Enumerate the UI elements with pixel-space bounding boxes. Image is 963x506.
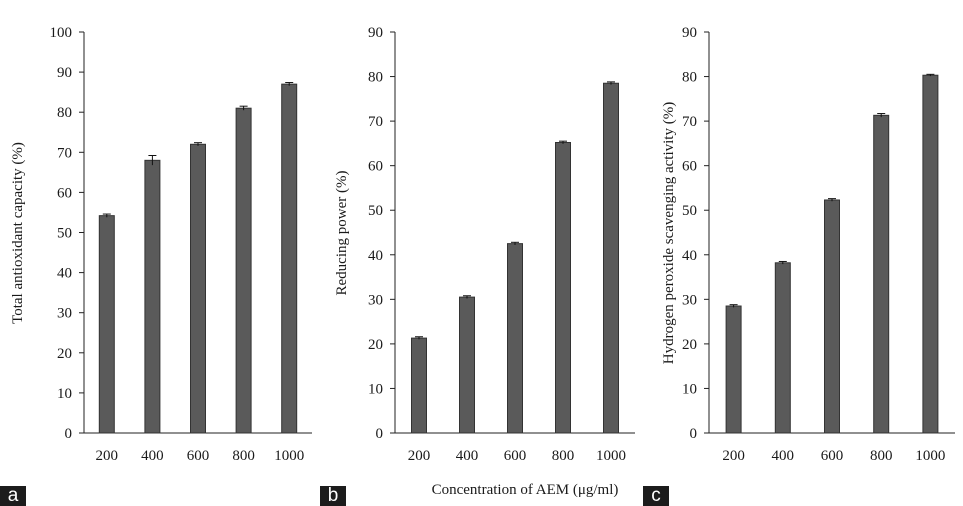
bar <box>555 141 571 434</box>
panel-b: 0 10 20 30 40 50 60 70 80 90 200 400 600 800 1000 Reduc… <box>320 0 643 506</box>
panel-letter-b: b <box>320 486 346 506</box>
x-tick-label: 800 <box>232 448 255 464</box>
y-tick-label: 50 <box>57 226 72 242</box>
y-tick-label: 10 <box>368 381 383 397</box>
x-tick-label: 600 <box>187 448 210 464</box>
bar <box>235 107 252 434</box>
y-tick-label: 70 <box>57 145 72 161</box>
y-tick-label: 60 <box>368 159 383 175</box>
y-tick-label: 90 <box>682 25 697 41</box>
chart-c: 0 10 20 30 40 50 60 70 80 90 200 400 600 800 1000 Hydro… <box>661 25 955 464</box>
bar <box>144 159 161 434</box>
bar <box>281 83 298 434</box>
panel-c: 0 10 20 30 40 50 60 70 80 90 200 400 600 800 1000 Hydro… <box>643 0 963 506</box>
bar <box>774 262 791 434</box>
chart-b: 0 10 20 30 40 50 60 70 80 90 200 400 600 800 1000 Reduc… <box>334 25 635 464</box>
bar <box>824 199 840 434</box>
y-axis-label: Total antioxidant capacity (%) <box>10 142 26 324</box>
y-tick-label: 10 <box>57 386 72 402</box>
bar <box>459 296 475 434</box>
y-tick-label: 80 <box>368 70 383 86</box>
y-tick-label: 0 <box>65 426 73 442</box>
y-tick-label: 70 <box>368 114 383 130</box>
y-tick-label: 100 <box>50 25 73 41</box>
y-tick-label: 30 <box>368 292 383 308</box>
x-tick-label: 1000 <box>915 448 945 464</box>
y-tick-label: 80 <box>682 70 697 86</box>
x-tick-label: 200 <box>722 448 745 464</box>
y-tick-label: 20 <box>682 337 697 353</box>
x-tick-label: 400 <box>141 448 164 464</box>
x-tick-label: 400 <box>772 448 795 464</box>
y-tick-label: 50 <box>682 203 697 219</box>
y-tick-label: 50 <box>368 203 383 219</box>
y-tick-label: 30 <box>682 292 697 308</box>
x-tick-label: 1000 <box>274 448 304 464</box>
y-tick-label: 0 <box>376 426 384 442</box>
x-tick-label: 200 <box>408 448 431 464</box>
y-tick-label: 20 <box>57 346 72 362</box>
bar <box>411 337 427 434</box>
y-axis-label: Reducing power (%) <box>334 171 350 296</box>
y-tick-label: 40 <box>682 248 697 264</box>
x-tick-label: 600 <box>821 448 844 464</box>
x-tick-label: 800 <box>552 448 575 464</box>
y-tick-label: 90 <box>368 25 383 41</box>
y-tick-label: 40 <box>368 248 383 264</box>
y-tick-label: 20 <box>368 337 383 353</box>
x-tick-label: 200 <box>96 448 119 464</box>
y-tick-label: 10 <box>682 381 697 397</box>
bar <box>873 114 890 434</box>
x-tick-label: 400 <box>456 448 479 464</box>
y-tick-label: 0 <box>690 426 698 442</box>
y-tick-label: 80 <box>57 105 72 121</box>
panel-letter-a: a <box>0 486 26 506</box>
y-tick-label: 70 <box>682 114 697 130</box>
panel-a: 0 10 20 30 40 50 60 70 80 90 100 200 400 600 800 1000 To… <box>0 0 320 506</box>
y-tick-label: 60 <box>57 185 72 201</box>
bar <box>922 74 939 434</box>
chart-a: 0 10 20 30 40 50 60 70 80 90 100 200 400 600 800 1000 To… <box>10 25 312 464</box>
bar <box>603 82 619 434</box>
panel-letter-c: c <box>643 486 669 506</box>
y-tick-label: 30 <box>57 306 72 322</box>
x-tick-label: 600 <box>504 448 527 464</box>
y-tick-label: 60 <box>682 159 697 175</box>
bar <box>507 243 523 434</box>
x-tick-label: 1000 <box>596 448 626 464</box>
bar <box>725 305 742 434</box>
bar <box>98 215 115 434</box>
bar <box>190 143 206 434</box>
x-axis-label: Concentration of AEM (μg/ml) <box>431 482 619 498</box>
x-tick-label: 800 <box>870 448 893 464</box>
y-axis-label: Hydrogen peroxide scavenging activity (%… <box>661 102 677 364</box>
y-tick-label: 90 <box>57 65 72 81</box>
y-tick-label: 40 <box>57 266 72 282</box>
